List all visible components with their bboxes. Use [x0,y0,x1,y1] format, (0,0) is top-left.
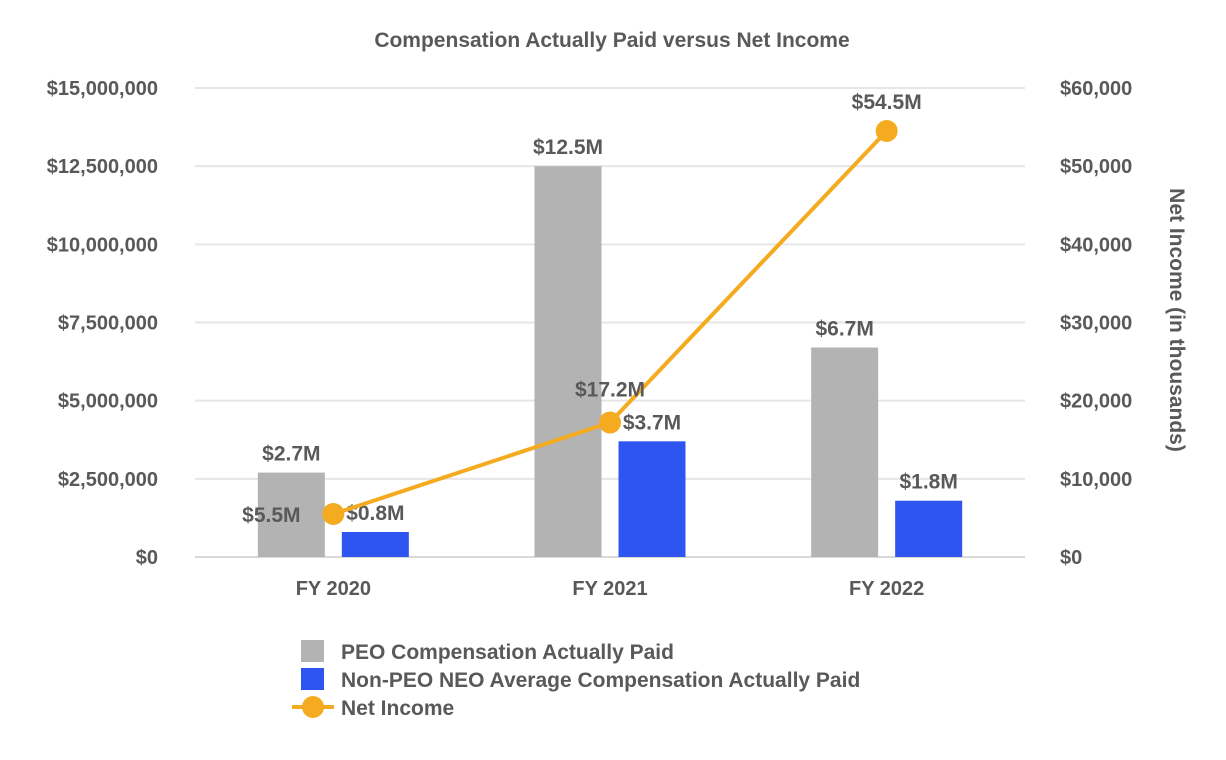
legend-label: Net Income [341,697,454,720]
bar-peo [534,166,602,557]
y2-tick-label: $0 [1060,547,1082,569]
bars: $2.7M $12.5M $6.7M $0.8M $3.7M $1.8M [257,136,963,557]
y2-tick-label: $30,000 [1060,313,1132,335]
y-tick-label: $10,000,000 [47,234,158,256]
bar-non-peo-neo [341,531,409,557]
y-tick-label: $0 [136,547,158,569]
legend-label: Non-PEO NEO Average Compensation Actuall… [341,669,860,692]
bar-peo [257,472,325,557]
y2-tick-label: $40,000 [1060,234,1132,256]
net-income-point [875,119,898,142]
bar-non-peo-neo [895,500,963,557]
net-income-point [322,503,345,526]
x-axis: FY 2020 FY 2021 FY 2022 [296,578,925,600]
legend-swatch [301,640,324,662]
legend: PEO Compensation Actually Paid Non-PEO NE… [292,640,860,720]
bar-non-peo-neo [618,441,686,557]
net-income-data-label: $17.2M [575,379,645,402]
net-income-data-label: $54.5M [852,91,922,114]
net-income-data-label: $5.5M [242,504,300,527]
bar-peo [811,347,879,557]
legend-label: PEO Compensation Actually Paid [341,641,674,664]
bar-data-label: $2.7M [262,443,320,466]
y2-tick-label: $50,000 [1060,156,1132,178]
y-tick-label: $7,500,000 [58,313,158,335]
bar-data-label: $3.7M [623,411,681,434]
y2-tick-label: $60,000 [1060,78,1132,100]
chart-title: Compensation Actually Paid versus Net In… [374,29,849,52]
bar-data-label: $1.8M [899,471,957,494]
x-tick-label: FY 2022 [849,578,924,600]
legend-swatch-marker [302,696,324,718]
net-income-point [599,411,621,434]
y-axis-right: $0 $10,000 $20,000 $30,000 $40,000 $50,000 $60… [1060,78,1132,569]
y-axis-left: $0 $2,500,000 $5,000,000 $7,500,000 $10,000,… [47,78,158,569]
bar-data-label: $0.8M [346,502,404,525]
x-tick-label: FY 2020 [296,578,371,600]
y-tick-label: $12,500,000 [47,156,158,178]
net-income-line: $5.5M $17.2M $54.5M [242,91,922,527]
gridlines [195,87,1025,558]
bar-data-label: $6.7M [815,318,873,341]
y2-tick-label: $20,000 [1060,391,1132,413]
legend-swatch [301,668,324,690]
y-tick-label: $2,500,000 [58,469,158,491]
y2-axis-label: Net Income (in thousands) [1165,188,1188,452]
bar-data-label: $12.5M [533,136,603,159]
y2-tick-label: $10,000 [1060,469,1132,491]
x-tick-label: FY 2021 [572,578,647,600]
y-tick-label: $15,000,000 [47,78,158,100]
y-tick-label: $5,000,000 [58,391,158,413]
